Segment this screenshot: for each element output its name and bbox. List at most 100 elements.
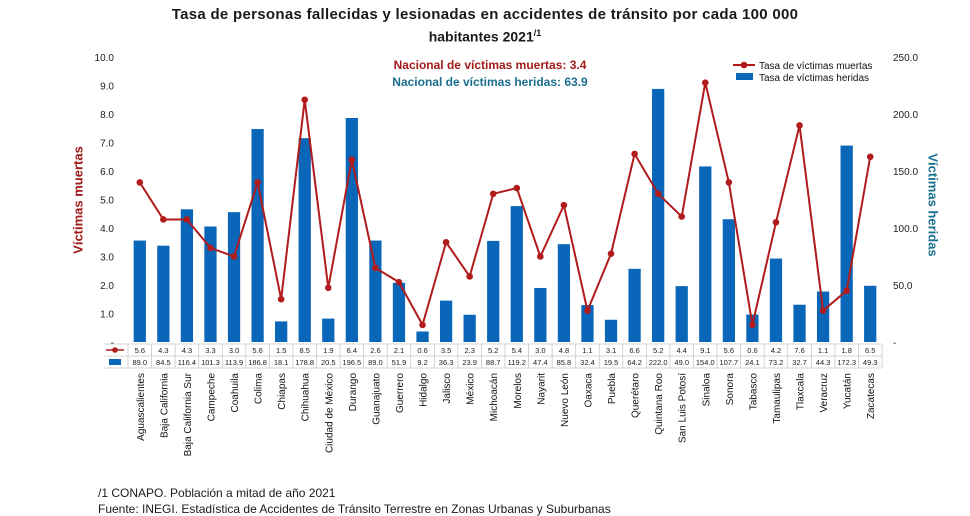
category-label: Sinaloa [701, 373, 712, 407]
table-cell-deaths: 3.0 [535, 346, 545, 355]
y-left-tick-label: 1.0 [100, 310, 114, 321]
table-cell-injuries: 89.0 [132, 358, 147, 367]
table-cell-injuries: 47.4 [533, 358, 548, 367]
category-label: Guanajuato [371, 373, 382, 425]
category-label: Querétaro [631, 373, 642, 418]
table-cell-injuries: 23.9 [462, 358, 477, 367]
category-label: Morelos [513, 373, 524, 409]
category-label: Baja California Sur [183, 372, 194, 456]
national-deaths-annotation: Nacional de víctimas muertas: 3.4 [393, 58, 587, 72]
table-cell-injuries: 101.3 [201, 358, 220, 367]
bar-injuries [557, 244, 571, 342]
table-cell-injuries: 85.8 [557, 358, 572, 367]
table-cell-deaths: 1.1 [818, 346, 828, 355]
point-deaths [466, 273, 473, 280]
table-cell-deaths: 3.1 [606, 346, 616, 355]
bar-injuries [487, 240, 500, 342]
y-left-tick-label: 4.0 [100, 224, 114, 235]
table-cell-deaths: 1.8 [841, 346, 851, 355]
point-deaths [537, 253, 544, 260]
chart-title-line2: habitantes 2021/1 [0, 28, 970, 45]
chart-title: Tasa de personas fallecidas y lesionadas… [171, 6, 799, 23]
line-deaths [138, 82, 872, 328]
table-cell-deaths: 5.6 [135, 346, 145, 355]
table-cell-deaths: 3.0 [229, 346, 239, 355]
bar-injuries [699, 166, 712, 342]
chart-title-superscript: /1 [533, 28, 542, 38]
bar-injuries [652, 88, 665, 342]
point-deaths [560, 201, 568, 209]
y-right-tick-label: 150.0 [893, 167, 918, 178]
table-cell-deaths: 5.4 [512, 346, 522, 355]
bar-injuries [227, 212, 241, 342]
bar-injuries [416, 331, 429, 342]
point-deaths [230, 253, 238, 260]
category-label: Nuevo León [560, 373, 571, 427]
category-label: Chihuahua [301, 373, 312, 422]
bar-injuries [675, 286, 688, 342]
category-label: Quintana Roo [654, 373, 665, 435]
table-cell-injuries: 49.3 [863, 358, 878, 367]
table-cell-deaths: 1.1 [582, 346, 592, 355]
category-label: Guerrero [395, 373, 406, 413]
table-cell-injuries: 36.3 [439, 358, 454, 367]
table-cell-injuries: 51.9 [392, 358, 407, 367]
category-label: Coahuila [230, 373, 241, 413]
bar-injuries [746, 314, 759, 342]
table-cell-deaths: 6.6 [629, 346, 639, 355]
bar-injuries [463, 314, 476, 342]
table-cell-injuries: 49.0 [674, 358, 689, 367]
point-deaths [772, 219, 780, 226]
point-deaths [254, 179, 261, 186]
y-right-tick-label: 50.0 [893, 281, 913, 292]
point-deaths [796, 122, 803, 129]
point-deaths [395, 278, 403, 286]
bar-injuries [345, 117, 358, 343]
bar-injuries [392, 282, 406, 342]
point-deaths [277, 295, 285, 303]
y-left-tick-label: 7.0 [100, 139, 114, 150]
point-deaths [584, 307, 591, 314]
category-label: Veracruz [819, 373, 830, 412]
category-label: Durango [348, 373, 359, 412]
table-cell-deaths: 6.5 [865, 346, 875, 355]
point-deaths [136, 179, 144, 186]
point-deaths [725, 179, 733, 186]
table-cell-deaths: 5.2 [488, 346, 498, 355]
table-cell-deaths: 5.6 [724, 346, 734, 355]
category-label: Baja California [159, 373, 170, 438]
table-cell-injuries: 119.2 [508, 358, 526, 367]
table-cell-deaths: 5.6 [252, 346, 262, 355]
y-left-tick-label: 5.0 [100, 196, 114, 207]
y-right-tick-label: 200.0 [893, 110, 918, 121]
bar-injuries [298, 138, 311, 342]
table-cell-deaths: 4.2 [771, 346, 781, 355]
table-cell-deaths: 3.5 [441, 346, 451, 355]
table-cell-injuries: 44.3 [816, 358, 831, 367]
legend-deaths-label: Tasa de víctimas muertas [759, 61, 872, 72]
category-label: Tabasco [748, 373, 759, 411]
table-cell-injuries: 19.5 [604, 358, 619, 367]
point-deaths [701, 79, 709, 86]
footnote: /1 CONAPO. Población a mitad de año 2021 [98, 486, 336, 500]
point-deaths [678, 213, 686, 220]
bar-injuries [133, 240, 146, 342]
category-label: Michoacán [489, 373, 500, 421]
bar-injuries [604, 319, 618, 342]
y-left-tick-label: - [111, 338, 114, 349]
bar-injuries [816, 291, 830, 342]
bar-injuries [369, 240, 382, 342]
table-cell-deaths: 2.3 [464, 346, 474, 355]
table-cell-injuries: 20.5 [321, 358, 336, 367]
bar-injuries [439, 300, 453, 342]
point-deaths [442, 238, 450, 246]
point-deaths [324, 284, 332, 292]
table-cell-injuries: 89.0 [368, 358, 383, 367]
combo-chart: - 1.0 2.0 3.0 4.0 5.0 6.0 7.0 8.0 9.0 10.0 - 50.0 100… [95, 53, 919, 456]
bar-injuries [864, 285, 877, 342]
table-cell-deaths: 0.6 [417, 346, 427, 355]
bar-injuries [769, 258, 783, 342]
category-label: Colima [254, 373, 265, 405]
category-label: Nayarit [536, 373, 547, 405]
bar-injuries [793, 304, 806, 342]
